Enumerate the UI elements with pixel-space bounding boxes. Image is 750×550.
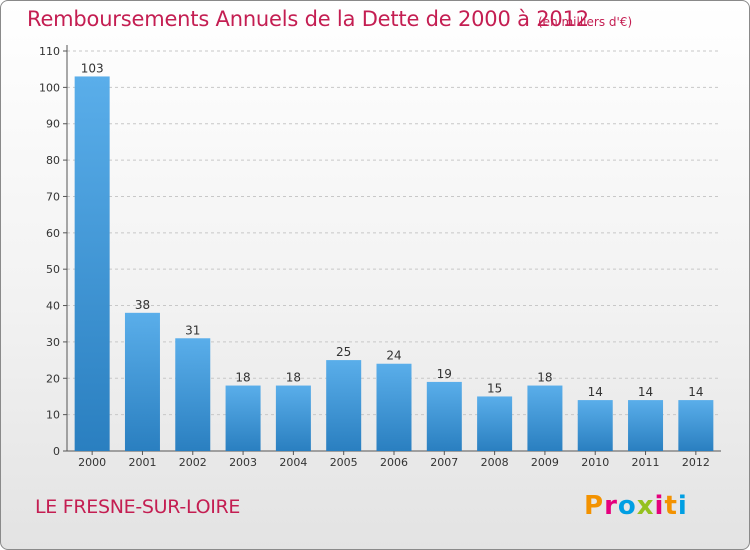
value-label-2000: 103 <box>81 61 104 75</box>
commune-name: LE FRESNE-SUR-LOIRE <box>35 496 241 518</box>
chart-title: Remboursements Annuels de la Dette de 20… <box>27 7 589 31</box>
logo-letter: o <box>617 491 637 521</box>
value-label-2010: 14 <box>588 385 603 399</box>
logo-letter: x <box>636 491 655 521</box>
labels: 0 10 20 30 40 50 60 70 80 90 100 110 103 2000 38 2001 31… <box>39 45 710 469</box>
value-label-2004: 18 <box>286 371 301 385</box>
bar-2008 <box>477 396 513 451</box>
value-label-2007: 19 <box>437 367 452 381</box>
chart-subtitle: (en milliers d'€) <box>538 15 633 29</box>
y-tick-label: 70 <box>46 190 60 203</box>
y-tick-label: 20 <box>46 372 60 385</box>
bar-2012 <box>678 400 714 451</box>
x-tick-label-2005: 2005 <box>330 456 358 469</box>
y-tick-label: 60 <box>46 227 60 240</box>
y-tick-label: 40 <box>46 300 60 313</box>
bar-2011 <box>628 400 664 451</box>
logo-letter: P <box>584 491 605 521</box>
bar-2004 <box>275 385 311 451</box>
y-tick-label: 0 <box>53 445 60 458</box>
bar-2009 <box>527 385 563 451</box>
logo-letter: r <box>604 491 618 521</box>
y-tick-label: 30 <box>46 336 60 349</box>
logo-letter: i <box>677 491 688 521</box>
bar-2002 <box>175 338 211 451</box>
x-tick-label-2011: 2011 <box>632 456 660 469</box>
value-label-2005: 25 <box>336 345 351 359</box>
x-tick-label-2010: 2010 <box>581 456 609 469</box>
y-tick-label: 80 <box>46 154 60 167</box>
value-label-2012: 14 <box>688 385 703 399</box>
value-label-2011: 14 <box>638 385 653 399</box>
logo-letter: t <box>664 491 678 521</box>
bar-2000 <box>74 76 110 452</box>
x-tick-label-2003: 2003 <box>229 456 257 469</box>
bar-2005 <box>326 360 362 451</box>
y-tick-label: 100 <box>39 81 60 94</box>
bar-2010 <box>577 400 613 451</box>
x-tick-label-2000: 2000 <box>78 456 106 469</box>
x-tick-label-2002: 2002 <box>179 456 207 469</box>
x-tick-label-2001: 2001 <box>128 456 156 469</box>
y-tick-label: 110 <box>39 45 60 58</box>
bars <box>74 76 714 452</box>
value-label-2006: 24 <box>386 349 401 363</box>
value-label-2002: 31 <box>185 323 200 337</box>
x-tick-label-2007: 2007 <box>430 456 458 469</box>
bar-2006 <box>376 363 412 451</box>
x-tick-label-2012: 2012 <box>682 456 710 469</box>
x-tick-label-2009: 2009 <box>531 456 559 469</box>
bar-2001 <box>124 312 160 451</box>
proxiti-logo[interactable]: Proxiti <box>584 491 688 521</box>
x-tick-label-2004: 2004 <box>279 456 307 469</box>
value-label-2008: 15 <box>487 381 502 395</box>
value-label-2009: 18 <box>537 371 552 385</box>
x-tick-label-2008: 2008 <box>481 456 509 469</box>
value-label-2003: 18 <box>235 371 250 385</box>
logo-letter: i <box>654 491 665 521</box>
y-tick-label: 50 <box>46 263 60 276</box>
y-tick-label: 90 <box>46 118 60 131</box>
y-tick-label: 10 <box>46 409 60 422</box>
x-tick-label-2006: 2006 <box>380 456 408 469</box>
bar-2003 <box>225 385 261 451</box>
value-label-2001: 38 <box>135 298 150 312</box>
bar-2007 <box>426 381 462 451</box>
